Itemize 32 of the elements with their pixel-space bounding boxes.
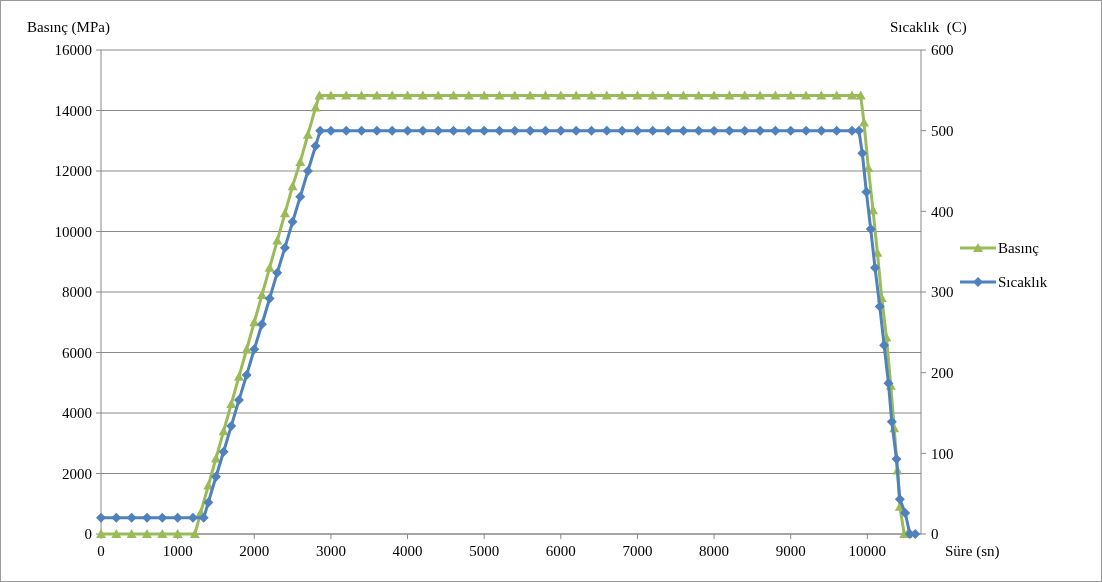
y2-tick-label: 300: [931, 284, 954, 301]
x-tick-label: 4000: [392, 543, 423, 559]
y-tick-label: 2000: [62, 465, 92, 482]
x-tick-label: 9000: [775, 543, 806, 559]
y2-tick-label: 100: [931, 445, 954, 462]
x-tick-label: 1000: [162, 543, 193, 559]
y2-tick-label: 600: [931, 42, 954, 59]
y2-axis-title: Sıcaklık (C): [890, 19, 967, 36]
y-tick-label: 10000: [54, 223, 92, 240]
x-tick-label: 8000: [699, 543, 730, 559]
y-tick-label: 8000: [62, 284, 92, 301]
y-tick-label: 0: [84, 526, 92, 543]
x-tick-label: 2000: [239, 543, 270, 559]
x-axis-title: Süre (sn): [945, 543, 1000, 560]
y-tick-label: 14000: [54, 102, 92, 119]
x-tick-label: 5000: [469, 543, 500, 559]
legend-label: Basınç: [998, 240, 1040, 257]
y2-tick-label: 200: [931, 364, 954, 381]
y-tick-label: 16000: [54, 42, 92, 59]
y2-tick-label: 500: [931, 122, 954, 139]
legend-label: Sıcaklık: [998, 274, 1048, 291]
x-tick-label: 10000: [848, 543, 887, 559]
y2-tick-label: 400: [931, 203, 954, 220]
y2-tick-label: 0: [931, 526, 939, 543]
y-tick-label: 12000: [54, 163, 92, 180]
x-tick-label: 3000: [315, 543, 346, 559]
y-tick-label: 4000: [62, 405, 92, 422]
x-tick-label: 7000: [622, 543, 653, 559]
x-tick-label: 6000: [545, 543, 576, 559]
x-tick-label: 0: [97, 543, 105, 559]
y-axis-title: Basınç (MPa): [27, 19, 110, 36]
y-tick-label: 6000: [62, 344, 92, 361]
